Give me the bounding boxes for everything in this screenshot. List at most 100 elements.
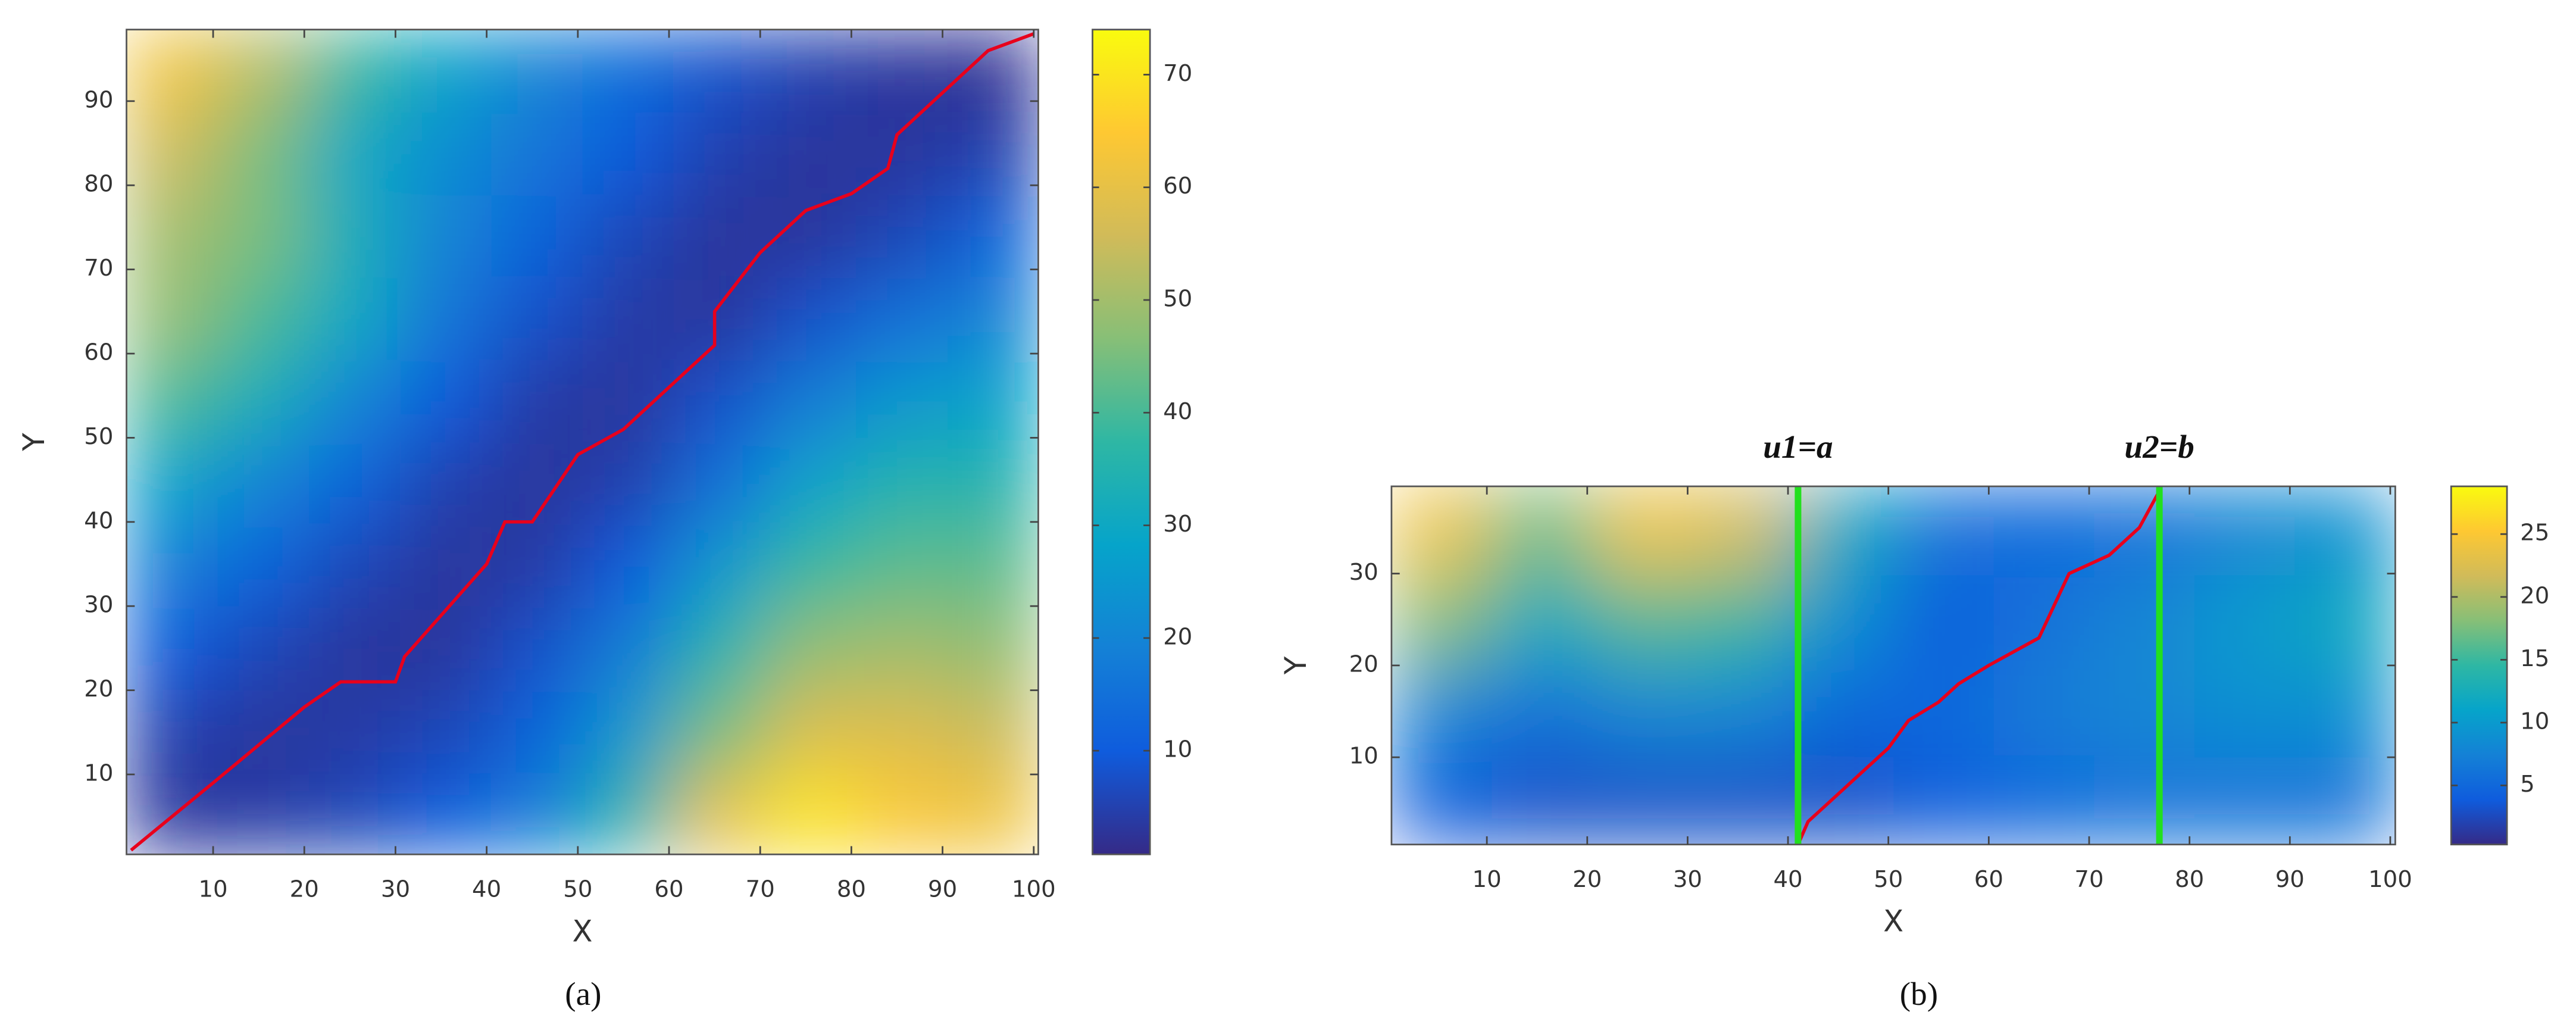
heatmap-cell	[947, 359, 1039, 443]
colorbar-tick-label: 40	[1163, 398, 1192, 425]
heatmap-cell	[1592, 486, 1694, 577]
heatmap-cell	[308, 607, 401, 691]
y-tick-label: 80	[84, 171, 113, 198]
heatmap-cell	[764, 112, 857, 196]
y-axis-label: Y	[17, 433, 51, 452]
heatmap-cell	[126, 194, 219, 278]
heatmap-cell	[1893, 486, 1995, 577]
heatmap-cell	[947, 524, 1039, 608]
heatmap-cell	[1592, 755, 1694, 846]
x-tick-label: 100	[1012, 876, 1056, 903]
heatmap-cell	[764, 29, 857, 113]
heatmap-cell	[217, 29, 310, 113]
colorbar-tick-label: 15	[2520, 645, 2549, 672]
heatmap-cell	[582, 359, 675, 443]
x-tick-label: 50	[563, 876, 592, 903]
heatmap-cell	[1692, 665, 1794, 756]
x-tick-label: 20	[290, 876, 319, 903]
heatmap-cell	[1692, 755, 1794, 846]
heatmap-cell	[673, 112, 766, 196]
heatmap-cell	[2094, 486, 2196, 577]
heatmap-cell	[856, 524, 948, 608]
heatmap-cell	[764, 689, 857, 773]
heatmap-cell	[2294, 755, 2396, 846]
heatmap-cell	[308, 442, 401, 526]
heatmap-cell	[217, 689, 310, 773]
heatmap	[126, 29, 1039, 855]
path-line	[1796, 490, 2161, 845]
heatmap-cell	[308, 524, 401, 608]
heatmap-cell	[947, 194, 1039, 278]
colorbar-tick-label: 30	[1163, 511, 1192, 538]
heatmap	[1391, 486, 2396, 846]
heatmap-cell	[126, 29, 219, 113]
colorbar-tick-label: 5	[2520, 771, 2535, 798]
caption: (b)	[1900, 976, 1938, 1012]
x-axis-label: X	[572, 914, 592, 948]
marker-label: u2=b	[2124, 429, 2194, 465]
plot-frame	[126, 29, 1039, 855]
colorbar-tick-label: 50	[1163, 285, 1192, 312]
heatmap-cell	[400, 359, 492, 443]
heatmap-cell	[1993, 755, 2095, 846]
heatmap-cell	[400, 277, 492, 361]
heatmap-cell	[126, 277, 219, 361]
y-tick-label: 30	[1349, 559, 1378, 586]
heatmap-cell	[1893, 665, 1995, 756]
heatmap-cell	[1592, 665, 1694, 756]
colorbar	[2450, 485, 2508, 846]
heatmap-cell	[126, 524, 219, 608]
y-tick-label: 60	[84, 339, 113, 366]
heatmap-cell	[1893, 576, 1995, 667]
heatmap-cell	[400, 607, 492, 691]
heatmap-cell	[856, 607, 948, 691]
caption: (a)	[565, 976, 601, 1012]
heatmap-cell	[217, 277, 310, 361]
heatmap-cell	[582, 524, 675, 608]
colorbar-tick-label: 70	[1163, 60, 1192, 87]
marker-label: u1=a	[1763, 429, 1833, 465]
heatmap-cell	[308, 771, 401, 855]
heatmap-cell	[308, 194, 401, 278]
y-tick-label: 20	[1349, 651, 1378, 677]
heatmap-cell	[1391, 665, 1493, 756]
heatmap-cell	[1793, 486, 1895, 577]
heatmap-cell	[217, 194, 310, 278]
heatmap-cell	[2194, 665, 2296, 756]
heatmap-cell	[1492, 486, 1593, 577]
heatmap-cell	[856, 442, 948, 526]
path-line	[130, 32, 1034, 852]
heatmap-cell	[947, 29, 1039, 113]
heatmap-cell	[491, 277, 583, 361]
heatmap-cell	[764, 607, 857, 691]
x-tick-label: 100	[2368, 866, 2412, 893]
heatmap-cell	[491, 29, 583, 113]
heatmap-cell	[673, 689, 766, 773]
heatmap-cell	[856, 29, 948, 113]
heatmap-cell	[217, 359, 310, 443]
heatmap-cell	[764, 771, 857, 855]
heatmap-cell	[2194, 486, 2296, 577]
heatmap-cell	[2094, 576, 2196, 667]
heatmap-cell	[126, 689, 219, 773]
heatmap-cell	[400, 194, 492, 278]
heatmap-cell	[2294, 486, 2396, 577]
heatmap-cell	[856, 689, 948, 773]
y-axis-label: Y	[1278, 656, 1313, 675]
heatmap-cell	[947, 112, 1039, 196]
x-tick-label: 70	[746, 876, 775, 903]
heatmap-cell	[1592, 576, 1694, 667]
colorbar	[1092, 29, 1151, 855]
heatmap-cell	[491, 607, 583, 691]
x-tick-label: 30	[1673, 866, 1702, 893]
heatmap-cell	[582, 442, 675, 526]
heatmap-cell	[673, 277, 766, 361]
heatmap-cell	[400, 112, 492, 196]
heatmap-cell	[764, 442, 857, 526]
heatmap-cell	[308, 359, 401, 443]
heatmap-cell	[582, 607, 675, 691]
heatmap-cell	[2294, 665, 2396, 756]
heatmap-cell	[947, 277, 1039, 361]
x-tick-label: 50	[1874, 866, 1903, 893]
